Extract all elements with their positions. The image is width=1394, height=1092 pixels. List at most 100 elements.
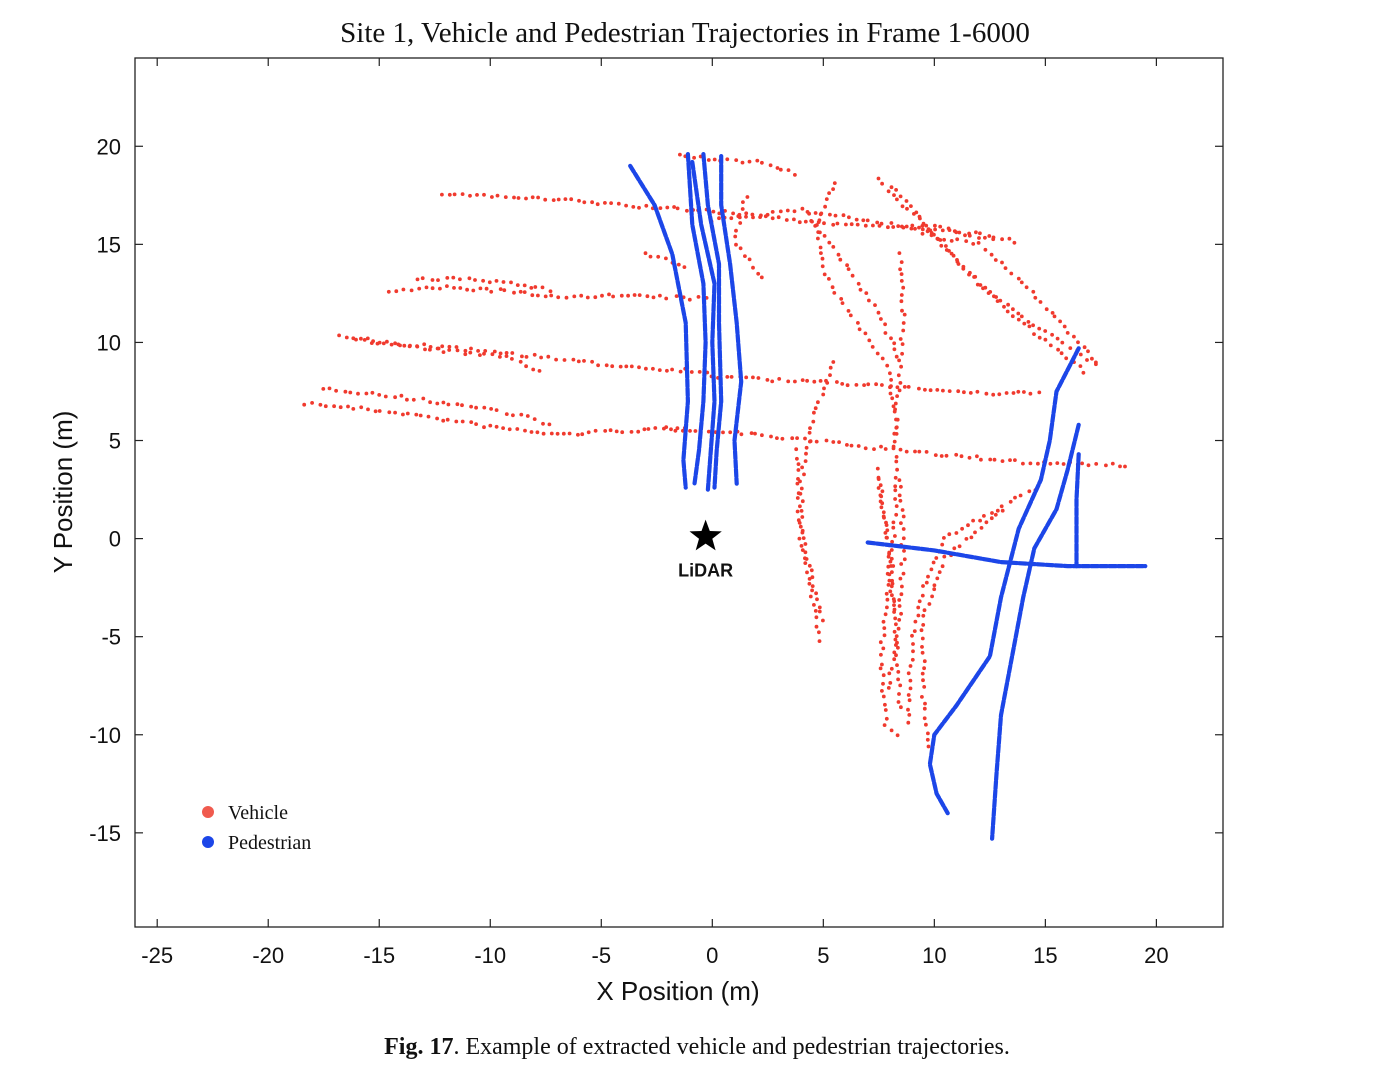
vehicle-point [579,293,584,298]
vehicle-track-0 [302,401,687,437]
vehicle-point [867,338,872,343]
vehicle-point [524,364,528,369]
vehicle-point [819,211,824,216]
vehicle-point [580,432,585,437]
vehicle-point [468,350,473,355]
vehicle-point [327,386,332,391]
vehicle-point [747,159,752,164]
vehicle-point [814,591,818,596]
vehicle-point [864,291,869,295]
vehicle-point [749,431,754,435]
vehicle-point [369,341,374,345]
vehicle-point [424,285,429,290]
vehicle-point [576,432,580,437]
vehicle-point [917,599,922,604]
vehicle-point [889,564,893,568]
vehicle-point [653,426,658,430]
vehicle-point [827,240,832,245]
vehicle-point [447,348,452,352]
vehicle-point [624,203,628,208]
vehicle-point [911,642,915,646]
vehicle-point [966,523,970,528]
vehicle-point [529,430,534,434]
vehicle-point [770,216,775,221]
vehicle-point [522,290,527,294]
vehicle-point [900,308,904,313]
vehicle-point [807,577,812,581]
vehicle-point [1058,319,1062,324]
vehicle-point [775,436,779,440]
vehicle-point [536,293,540,298]
vehicle-point [920,636,925,641]
vehicle-point [495,193,500,198]
vehicle-point [383,394,388,399]
vehicle-point [820,264,825,269]
vehicle-point [880,489,885,494]
vehicle-point [794,447,799,452]
vehicle-point [928,228,933,233]
vehicle-point [807,581,812,586]
axis-ticks: -25 -20 -15 -10 -5 0 5 10 15 20 -15 -10 -5 0 5 10 15 20 [89,58,1223,968]
vehicle-point [511,413,515,418]
vehicle-point [919,628,924,633]
vehicle-point [375,341,380,346]
vehicle-point [899,484,903,489]
vehicle-point [796,477,800,481]
vehicle-point [426,414,431,419]
vehicle-point [979,457,983,462]
vehicle-point [796,518,801,523]
vehicle-point [882,626,887,630]
vehicle-point [563,197,568,202]
vehicle-point [631,205,636,209]
vehicle-point [481,278,485,283]
vehicle-point [939,454,944,458]
vehicle-point [801,536,806,540]
vehicle-point [482,425,486,430]
vehicle-point [984,520,989,525]
vehicle-point [334,388,338,393]
vehicle-point [482,405,487,410]
vehicle-point [532,352,537,357]
vehicle-point [941,388,945,393]
vehicle-point [922,659,927,664]
vehicle-point [899,272,904,276]
vehicle-point [543,197,548,202]
vehicle-point [1027,324,1032,329]
vehicle-point [751,375,755,380]
vehicle-point [813,406,818,411]
vehicle-point [678,152,682,157]
vehicle-point [901,321,906,325]
vehicle-point [389,342,394,347]
vehicle-point [924,223,929,228]
x-tick-label-0: -25 [141,943,173,968]
vehicle-point [1104,463,1108,468]
vehicle-point [753,431,757,436]
vehicle-point [537,369,542,373]
vehicle-point [876,477,881,481]
vehicle-point [899,299,904,304]
vehicle-point [942,237,946,242]
vehicle-point [964,239,969,244]
vehicle-point [892,629,897,634]
vehicle-point [524,196,528,201]
vehicle-point [1085,358,1089,362]
vehicle-point [1021,461,1025,466]
vehicle-point [893,488,898,493]
vehicle-point [409,288,414,293]
vehicle-point [835,221,840,226]
vehicle-point [451,275,456,280]
vehicle-point [689,370,694,374]
vehicle-point [904,199,909,203]
vehicle-point [926,744,931,749]
vehicle-point [452,192,457,197]
vehicle-point [899,705,903,710]
vehicle-point [614,429,619,434]
vehicle-point [536,195,540,200]
vehicle-point [1027,489,1032,494]
vehicle-point [955,259,960,264]
vehicle-point [881,681,885,686]
vehicle-point [931,560,936,565]
vehicle-point [921,584,925,588]
vehicle-point [1086,349,1090,354]
vehicle-point [401,412,405,417]
